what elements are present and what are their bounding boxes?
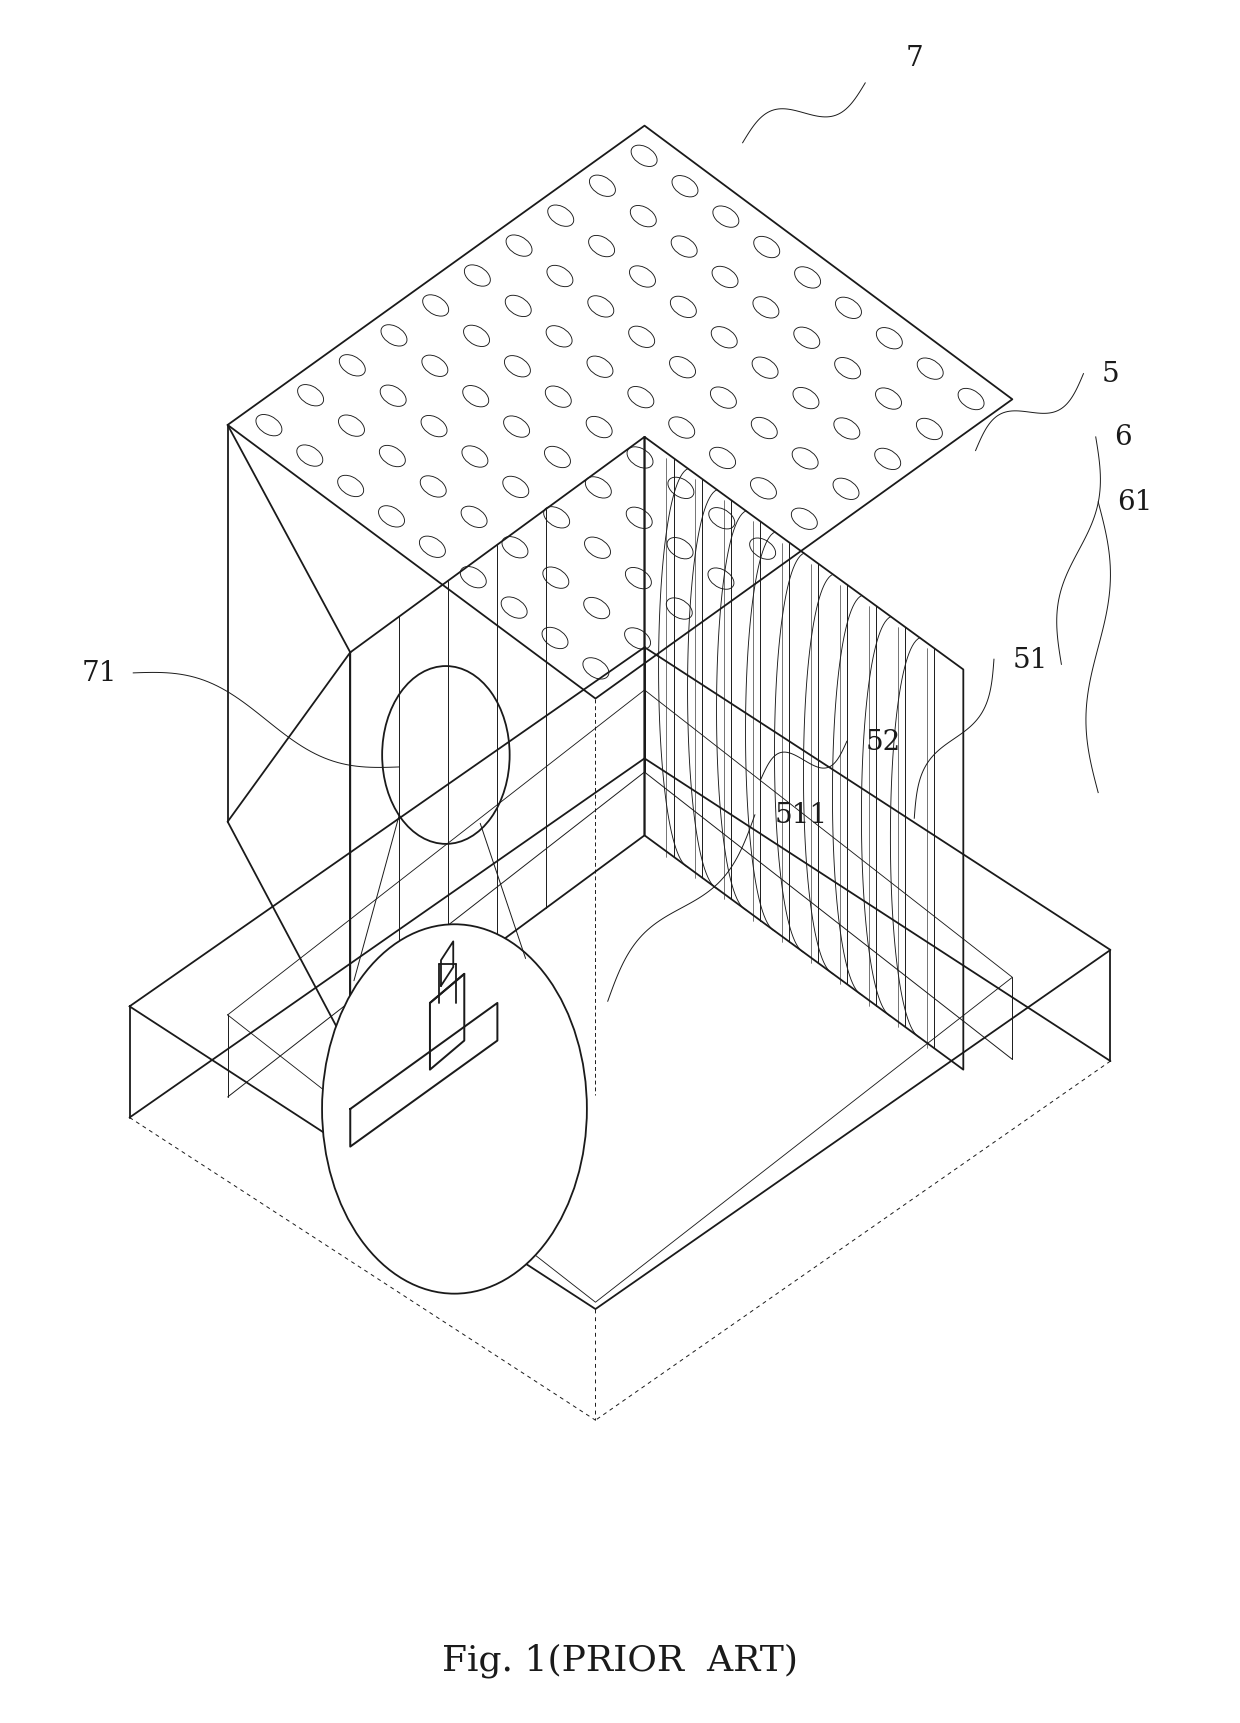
Text: 6: 6 bbox=[1114, 424, 1132, 451]
Circle shape bbox=[322, 925, 587, 1294]
Text: 7: 7 bbox=[905, 45, 923, 72]
Text: 5: 5 bbox=[1101, 360, 1120, 388]
Text: Fig. 1(PRIOR  ART): Fig. 1(PRIOR ART) bbox=[441, 1642, 799, 1676]
Text: 61: 61 bbox=[1117, 489, 1153, 517]
Text: 51: 51 bbox=[1013, 646, 1049, 674]
Text: 52: 52 bbox=[866, 729, 901, 755]
Text: 511: 511 bbox=[775, 801, 828, 829]
Text: 71: 71 bbox=[81, 660, 117, 687]
